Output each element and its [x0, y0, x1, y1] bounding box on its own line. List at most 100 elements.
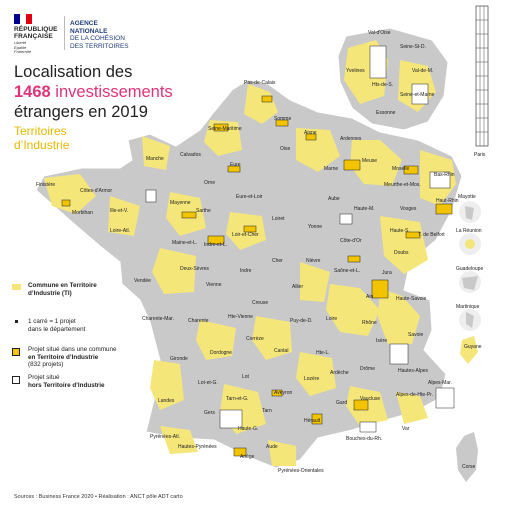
dept-label: Aude	[266, 444, 278, 450]
idf-label: Essonne	[376, 110, 396, 116]
rf-motto: Liberté Égalité Fraternité	[14, 40, 32, 54]
department-labels: Pas-de-Calais Somme Aisne Ardennes Seine…	[36, 30, 486, 474]
outre-mer-label: La Réunion	[456, 228, 482, 234]
dept-label: Cantal	[274, 348, 288, 354]
ti-areas	[44, 40, 478, 466]
dept-label: Aube	[328, 196, 340, 202]
dept-label: Somme	[274, 116, 291, 122]
dept-label: Saône-et-L.	[334, 268, 360, 274]
dept-label: Eure-et-Loir	[236, 194, 263, 200]
title-line-1: Localisation des	[14, 63, 133, 81]
outre-mer-label: Martinique	[456, 304, 480, 310]
map-title: Localisation des 1468 investissements ét…	[14, 62, 173, 122]
french-flag-icon	[14, 14, 32, 24]
dept-label: Haute-M.	[354, 206, 375, 212]
dept-label: Alpes-de-Hte-Pr.	[396, 392, 433, 398]
dept-label: Vendée	[134, 278, 151, 284]
title-line-2: 1468 investissements	[14, 83, 173, 101]
dept-label: Loir-et-Cher	[232, 232, 259, 238]
dept-label: Tarn	[262, 408, 272, 414]
dept-label: Pas-de-Calais	[244, 80, 276, 86]
dept-label: Indre-et-L.	[204, 242, 227, 248]
square-swatch	[15, 320, 18, 323]
dept-label: Vosges	[400, 206, 417, 212]
dept-label: Isère	[376, 338, 387, 344]
dept-label: Charente	[188, 318, 209, 324]
dept-label: Pyrénées-Orientales	[278, 468, 324, 474]
dept-label: Landes	[158, 398, 175, 404]
dept-label: Hautes-Alpes	[398, 368, 429, 374]
dept-label: Côte-d'Or	[340, 238, 362, 244]
idf-label: Hts-de-S.	[372, 82, 393, 88]
dept-label: Maine-et-L.	[172, 240, 197, 246]
dept-label: Doubs	[394, 250, 409, 256]
dept-label: Yonne	[308, 224, 322, 230]
dept-label: Creuse	[252, 300, 268, 306]
dept-label: Gers	[204, 410, 215, 416]
dept-label: Allier	[292, 284, 303, 290]
idf-label: Yvelines	[346, 68, 365, 74]
dept-label: Jura	[382, 270, 392, 276]
paris-label: Paris	[474, 152, 486, 158]
dept-label: Ille-et-V.	[110, 208, 128, 214]
outre-mer-label: Guyane	[464, 344, 482, 350]
outre-mer-label: Mayotte	[458, 194, 476, 200]
dept-label: Corrèze	[246, 336, 264, 342]
dept-label: Eure	[230, 162, 241, 168]
idf-label: Seine-et-Marne	[400, 92, 435, 98]
dept-label: Deux-Sèvres	[180, 266, 209, 272]
dept-label: Lot-et-G.	[198, 380, 218, 386]
ti-swatch	[12, 284, 21, 290]
dept-label: Meuse	[362, 158, 377, 164]
dept-label: Vienne	[206, 282, 222, 288]
dept-label: Lot	[242, 374, 250, 380]
out-ti-swatch	[12, 376, 20, 384]
anct-logo: AGENCE NATIONALE DE LA COHÉSION DES TERR…	[70, 20, 129, 50]
dept-label: Drôme	[360, 366, 375, 372]
dept-label: Pyrénées-Atl.	[150, 434, 180, 440]
title-line-3: étrangers en 2019	[14, 103, 148, 121]
dept-label: Hte-Vienne	[228, 314, 253, 320]
dept-label: Bas-Rhin	[434, 172, 455, 178]
dept-label: Marne	[324, 166, 338, 172]
dept-label: Ain	[366, 294, 373, 300]
in-ti-swatch	[12, 348, 20, 356]
logo-separator	[64, 16, 65, 50]
rf-line-1: RÉPUBLIQUE	[14, 26, 58, 33]
republique-francaise-logo: RÉPUBLIQUE FRANÇAISE Liberté Égalité Frate…	[14, 14, 74, 55]
dept-label: Mayenne	[170, 200, 191, 206]
dept-label: Orne	[204, 180, 215, 186]
dept-label: Puy-de-D.	[290, 318, 313, 324]
dept-label: Morbihan	[72, 210, 93, 216]
dept-label: Moselle	[392, 166, 409, 172]
idf-label: Val-d'Oise	[368, 30, 391, 36]
dept-label: Savoie	[408, 332, 424, 338]
dept-label: Rhône	[362, 320, 377, 326]
dept-label: Loire-Atl.	[110, 228, 130, 234]
dept-label: Gironde	[170, 356, 188, 362]
dept-label: Dordogne	[210, 350, 232, 356]
outre-mer-label: Guadeloupe	[456, 266, 483, 272]
dept-label: Aisne	[304, 130, 317, 136]
dept-label: Lozère	[304, 376, 320, 382]
dept-label: Hérault	[304, 418, 321, 424]
dept-label: Aveyron	[274, 390, 292, 396]
corse-shape	[456, 432, 478, 482]
dept-label: Côtes-d'Armor	[80, 188, 112, 194]
dept-label: Haut-Rhin	[436, 198, 459, 204]
mainland-france-shape	[35, 79, 463, 469]
dept-label: Gard	[336, 400, 347, 406]
idf-label: Seine-St-D.	[400, 44, 426, 50]
dept-label: Manche	[146, 156, 164, 162]
dept-label: T. de Belfort	[418, 232, 445, 238]
dept-label: Oise	[280, 146, 291, 152]
dept-label: Sarthe	[196, 208, 211, 214]
dept-label: Finistère	[36, 182, 55, 188]
outre-mer-insets	[459, 201, 481, 331]
dept-label: Tarn-et-G.	[226, 396, 249, 402]
dept-label: Nièvre	[306, 258, 321, 264]
dept-label: Calvados	[180, 152, 201, 158]
idf-label: Val-de-M.	[412, 68, 433, 74]
dept-label: Ardennes	[340, 136, 362, 142]
dept-label: Meurthe-et-Mos.	[384, 182, 421, 188]
